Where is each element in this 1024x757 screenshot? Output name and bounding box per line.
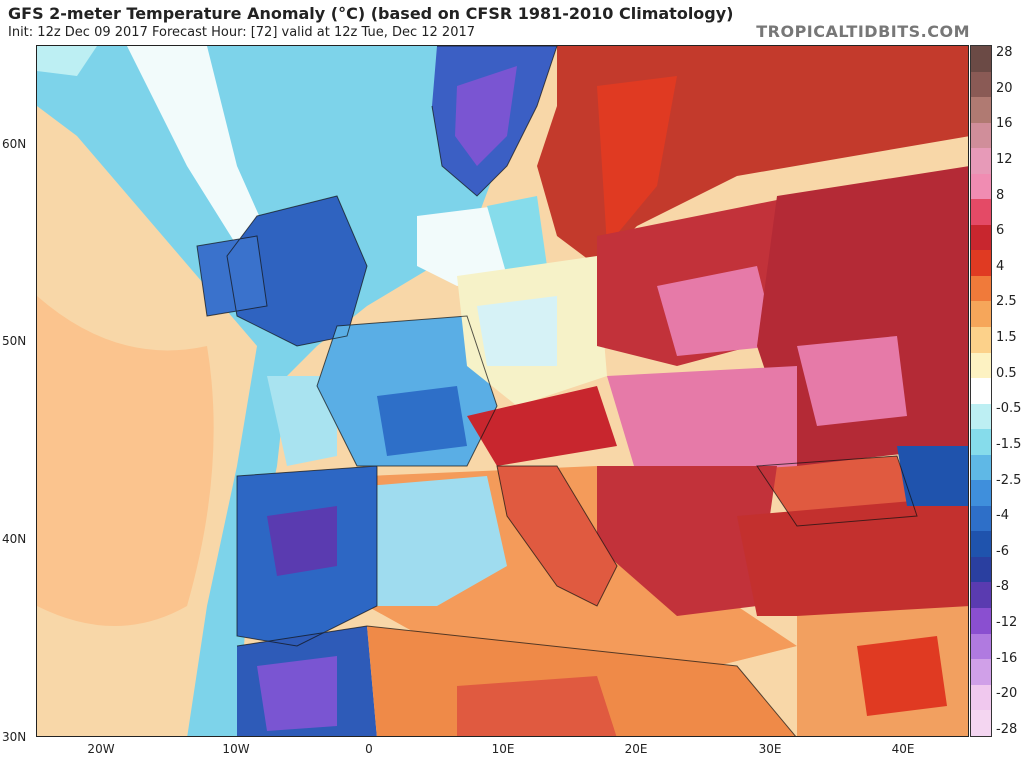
- lon-label-10e: 10E: [491, 742, 515, 756]
- colorbar-label: 0.5: [996, 365, 1017, 381]
- balkans: [597, 466, 777, 616]
- lon-label-10w: 10W: [222, 742, 250, 756]
- colorbar-swatch: [971, 46, 991, 72]
- colorbar-swatch: [971, 403, 991, 430]
- germany-cool: [477, 296, 557, 366]
- map-subtitle: Init: 12z Dec 09 2017 Forecast Hour: [72…: [8, 25, 476, 40]
- ireland: [197, 236, 267, 316]
- colorbar-label: 8: [996, 187, 1005, 203]
- colorbar-swatch: [971, 378, 991, 404]
- warm-anomaly-ocean: [37, 296, 214, 626]
- colorbar-label: -6: [996, 543, 1009, 559]
- colorbar-swatch: [971, 684, 991, 711]
- caucasus: [897, 446, 968, 506]
- colorbar-swatch: [971, 608, 991, 634]
- colorbar-label: 20: [996, 80, 1013, 96]
- france-cold-core: [377, 386, 467, 456]
- colorbar-swatch: [971, 122, 991, 149]
- colorbar-label: -28: [996, 722, 1018, 737]
- colorbar-swatch: [971, 224, 991, 251]
- colorbar-swatch: [971, 659, 991, 685]
- map-title: GFS 2-meter Temperature Anomaly (°C) (ba…: [8, 4, 734, 23]
- colorbar-swatch: [971, 148, 991, 174]
- coastlines: [196, 46, 918, 736]
- colorbar-label: 2.5: [996, 294, 1017, 310]
- poland-pink: [657, 266, 777, 356]
- colorbar-label: -0.5: [996, 401, 1022, 417]
- western-med-cold: [357, 476, 507, 606]
- lat-label-50n: 50N: [2, 334, 27, 348]
- lon-label-30e: 30E: [758, 742, 782, 756]
- hungary-romania-pink: [607, 366, 797, 476]
- colorbar-label: 6: [996, 223, 1005, 239]
- scandinavia-west-warm: [597, 76, 677, 246]
- north-sea: [417, 206, 507, 286]
- colorbar-swatch: [971, 454, 991, 481]
- lat-label-30n: 30N: [2, 730, 27, 744]
- colorbar-swatch: [971, 429, 991, 455]
- colorbar-swatch: [971, 301, 991, 328]
- lat-label-40n: 40N: [2, 532, 27, 546]
- colorbar-label: -2.5: [996, 472, 1022, 488]
- lon-label-40e: 40E: [891, 742, 915, 756]
- colorbar-swatch: [971, 275, 991, 302]
- denmark: [487, 196, 547, 276]
- libya-warm: [457, 676, 617, 736]
- lon-label-20e: 20E: [624, 742, 648, 756]
- colorbar-swatch: [971, 199, 991, 225]
- atlas-violet: [257, 656, 337, 731]
- brand-logo: TROPICALTIDBITS.COM: [756, 22, 970, 41]
- colorbar-label: 1.5: [996, 330, 1017, 346]
- colorbar-swatch: [971, 710, 991, 736]
- turkey: [737, 496, 968, 616]
- colorbar-swatch: [971, 327, 991, 353]
- bay-of-biscay: [267, 376, 337, 466]
- colorbar-swatch: [971, 250, 991, 276]
- colorbar-swatch: [971, 531, 991, 557]
- colorbar-swatch: [971, 97, 991, 123]
- colorbar-swatch: [971, 633, 991, 660]
- lat-label-60n: 60N: [2, 137, 27, 151]
- colorbar-swatch: [971, 352, 991, 379]
- italy: [497, 466, 617, 606]
- iceland-region: [37, 46, 97, 76]
- ukraine-pink: [797, 336, 907, 426]
- colorbar-swatch: [971, 480, 991, 506]
- colorbar-label: -12: [996, 615, 1018, 631]
- colorbar-label: 16: [996, 116, 1013, 132]
- temperature-anomaly-map: [36, 45, 969, 737]
- colorbar: [970, 45, 992, 737]
- colorbar-label: -16: [996, 650, 1018, 666]
- colorbar-swatch: [971, 556, 991, 583]
- iberia-violet: [267, 506, 337, 576]
- british-isles: [227, 196, 367, 346]
- lon-label-20w: 20W: [87, 742, 115, 756]
- colorbar-swatch: [971, 582, 991, 609]
- colorbar-label: -8: [996, 579, 1009, 595]
- colorbar-swatch: [971, 71, 991, 98]
- colorbar-label: -4: [996, 508, 1009, 524]
- lon-label-0: 0: [365, 742, 373, 756]
- colorbar-label: 4: [996, 258, 1005, 274]
- colorbar-label: -1.5: [996, 436, 1022, 452]
- colorbar-label: 28: [996, 45, 1013, 60]
- colorbar-swatch: [971, 505, 991, 532]
- colorbar-label: -20: [996, 686, 1018, 702]
- colorbar-swatch: [971, 173, 991, 200]
- alps: [467, 386, 617, 466]
- norway-violet-core: [455, 66, 517, 166]
- colorbar-label: 12: [996, 151, 1013, 167]
- levant-red: [857, 636, 947, 716]
